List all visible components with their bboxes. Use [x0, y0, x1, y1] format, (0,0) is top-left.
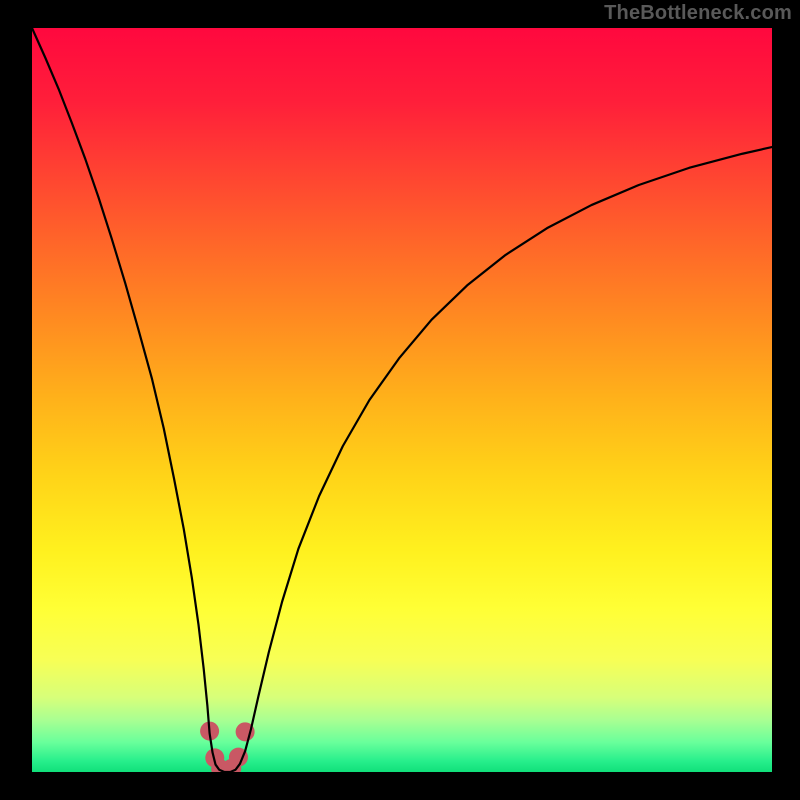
bottleneck-chart — [32, 28, 772, 772]
chart-frame: TheBottleneck.com — [0, 0, 800, 800]
watermark-text: TheBottleneck.com — [604, 2, 792, 25]
plot-area — [32, 28, 772, 772]
gradient-background — [32, 28, 772, 772]
